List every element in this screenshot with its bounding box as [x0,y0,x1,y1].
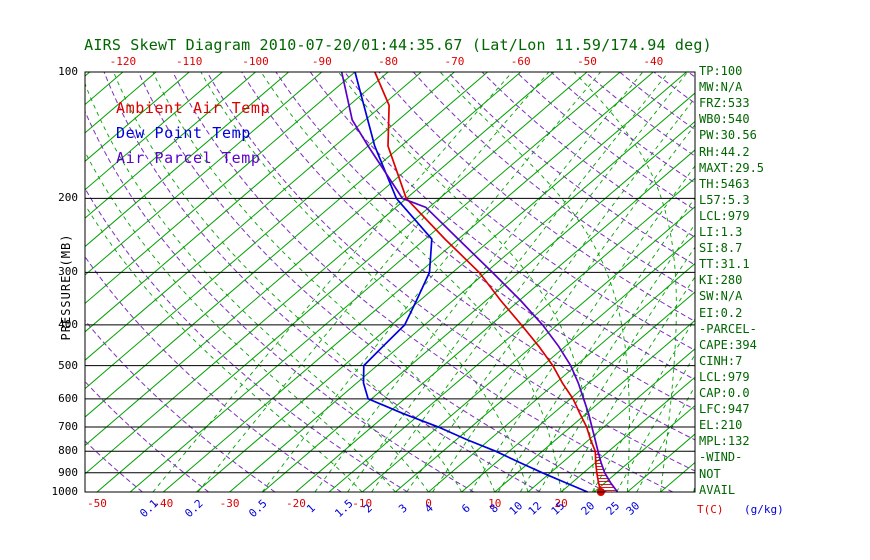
stat-line: FRZ:533 [699,96,750,111]
stat-line: CAP:0.0 [699,386,750,400]
stat-line: TP:100 [699,64,743,78]
dewpoint-profile-line [354,71,588,493]
legend: Ambient Air Temp Dew Point Temp Air Parc… [116,99,270,174]
mixing-unit-label: (g/kg) [744,503,784,516]
stat-line: LI:1.3 [699,225,743,239]
cape-hatch-area [595,451,618,492]
stat-line: RH:44.2 [699,144,750,159]
legend-ambient-temp: Ambient Air Temp [116,99,271,117]
stat-line: CINH:7 [699,353,743,368]
stat-line: WB0:540 [699,112,750,127]
stat-line: EI:0.2 [699,305,743,320]
parcel-profile-line [340,71,619,493]
background-lines [85,72,695,492]
stat-line: NOT [699,466,721,481]
stat-line: SW:N/A [699,289,743,304]
stat-line: MAXT:29.5 [699,160,765,175]
stat-line: SI:8.7 [699,241,743,256]
pressure-axis-label: PRESSURE (MB) [59,233,73,341]
stat-line: MPL:132 [699,434,750,449]
stat-line: LCL:979 [699,369,750,384]
stat-line: L57:5.3 [699,192,750,207]
stat-line: AVAIL [699,482,736,497]
stat-line: LCL:979 [699,208,750,223]
plot-border [84,71,696,493]
stat-line: CAPE:394 [699,337,757,352]
stat-line: TT:31.1 [699,257,750,272]
stat-line: -PARCEL- [699,321,757,336]
stat-line: PW:30.56 [699,128,757,143]
stat-line: TH:5463 [699,176,750,191]
temp-profile-line [374,71,602,493]
stats-column: TP:100 MW:N/A FRZ:533 WB0:540 PW:30.56 RH:44.… [699,0,870,560]
stat-line: -WIND- [699,450,743,465]
chart-title: AIRS SkewT Diagram 2010-07-20/01:44:35.6… [84,36,712,54]
temp-unit-label: T(C) [697,503,724,516]
stat-line: KI:280 [699,273,743,288]
legend-air-parcel: Air Parcel Temp [116,149,261,167]
stat-line: MW:N/A [699,80,743,95]
stat-line: LFC:947 [699,402,750,417]
stat-line: EL:210 [699,418,743,433]
legend-dew-point: Dew Point Temp [116,124,251,142]
